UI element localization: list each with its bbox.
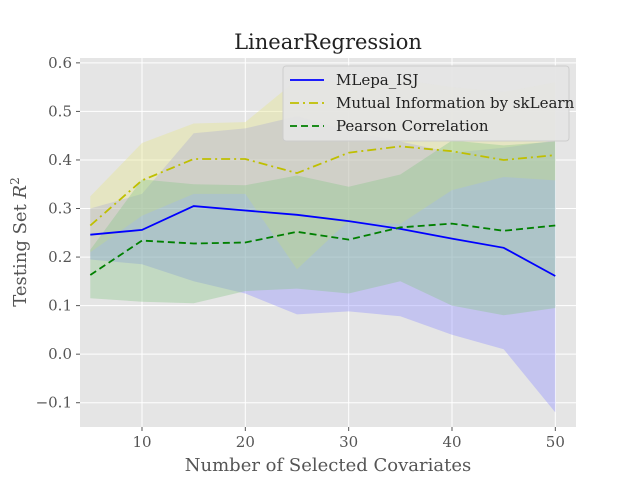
y-axis-label-var: R — [10, 185, 31, 200]
y-tick-label: 0.5 — [48, 102, 72, 120]
x-axis-label: Number of Selected Covariates — [185, 455, 471, 476]
legend-label-1: Mutual Information by skLearn — [336, 94, 575, 112]
y-tick-label: 0.6 — [48, 54, 72, 72]
y-axis-label-prefix: Testing Set — [10, 198, 31, 306]
series-line-0 — [90, 205, 556, 277]
y-tick-label: 0.4 — [48, 151, 72, 169]
y-axis-ticks: −0.1 0.0 0.1 0.2 0.3 0.4 0.5 0.6 — [36, 54, 80, 412]
legend-label-0: MLepa_ISJ — [336, 71, 418, 89]
chart-title: LinearRegression — [234, 30, 422, 54]
series-lines — [89, 145, 556, 277]
x-tick-label: 10 — [132, 433, 151, 451]
legend-label-2: Pearson Correlation — [336, 117, 489, 135]
confidence-band-series-0 — [90, 116, 556, 413]
y-tick-label: 0.3 — [48, 200, 72, 218]
series-line-1 — [89, 145, 556, 227]
y-tick-label: −0.1 — [36, 394, 72, 412]
y-tick-label: 0.1 — [48, 297, 72, 315]
x-tick-label: 50 — [546, 433, 565, 451]
legend-box — [282, 65, 570, 142]
y-tick-label: 0.0 — [48, 345, 72, 363]
series-line-2 — [89, 222, 556, 276]
y-axis-label: Testing Set R2 — [8, 177, 31, 306]
y-tick-label: 0.2 — [48, 248, 72, 266]
x-tick-label: 20 — [236, 433, 255, 451]
x-axis-ticks: 10 20 30 40 50 — [132, 427, 565, 451]
legend: MLepa_ISJ Mutual Information by skLearn Pe… — [282, 65, 575, 142]
x-tick-label: 40 — [442, 433, 461, 451]
confidence-band-series-2 — [90, 140, 556, 316]
x-tick-label: 30 — [339, 433, 358, 451]
y-axis-label-sup: 2 — [8, 177, 22, 185]
